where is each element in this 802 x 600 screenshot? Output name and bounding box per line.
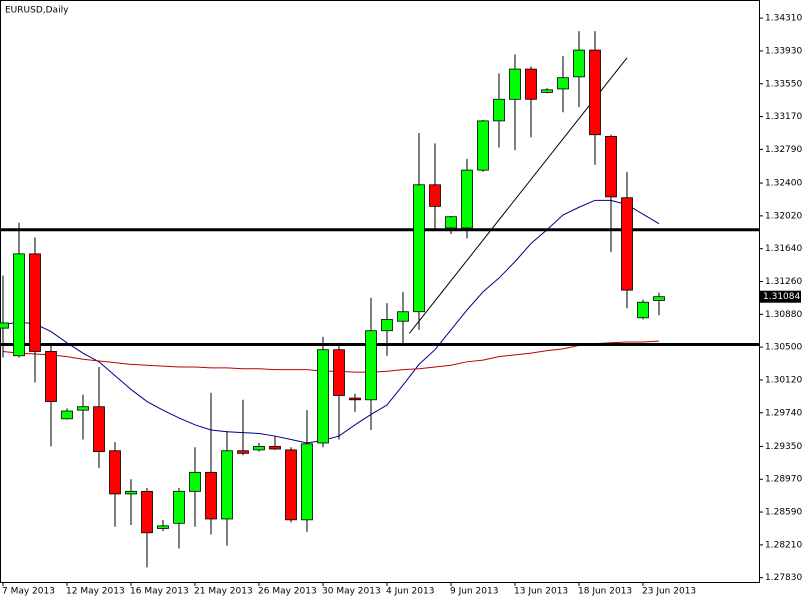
candle-body	[493, 98, 505, 122]
candle-body	[77, 406, 89, 411]
current-price-box	[760, 290, 801, 303]
candle-body	[285, 449, 297, 521]
candle-body	[93, 406, 105, 453]
y-tick-label: 1.31640	[765, 244, 802, 254]
candle-body	[509, 68, 521, 100]
candle-body	[477, 120, 489, 171]
candle-body	[13, 253, 25, 357]
y-tick-label: 1.33550	[765, 79, 802, 89]
candle-body	[621, 197, 633, 291]
chart-title: EURUSD,Daily	[5, 6, 69, 16]
moving-average	[2, 340, 660, 373]
x-tick-label: 7 May 2013	[2, 587, 55, 597]
y-tick-label: 1.29740	[765, 408, 802, 418]
candle-body	[29, 253, 41, 352]
candle-body	[0, 322, 9, 329]
candle-body	[605, 136, 617, 198]
current-price-label: 1.31084	[763, 292, 800, 302]
candle-body	[541, 89, 553, 93]
candle-body	[365, 330, 377, 401]
moving-average	[2, 199, 660, 444]
x-tick-label: 12 May 2013	[66, 587, 125, 597]
candle-body	[109, 450, 121, 495]
candle-body	[205, 471, 217, 520]
candle-body	[557, 77, 569, 90]
candle-body	[61, 410, 73, 420]
y-tick-label: 1.32020	[765, 211, 802, 221]
y-tick-label: 1.30120	[765, 375, 802, 385]
x-tick-label: 23 Jun 2013	[642, 587, 696, 597]
y-tick-label: 1.31260	[765, 277, 802, 287]
y-tick-label: 1.30500	[765, 343, 802, 353]
y-tick-label: 1.29350	[765, 442, 802, 452]
candle-body	[637, 301, 649, 319]
x-tick-label: 16 May 2013	[130, 587, 189, 597]
candle-body	[349, 397, 361, 401]
y-tick-label: 1.32790	[765, 145, 802, 155]
x-tick-label: 18 Jun 2013	[578, 587, 632, 597]
candle-body	[445, 216, 457, 229]
candle-body	[157, 525, 169, 529]
y-tick-label: 1.27830	[765, 573, 802, 583]
x-tick-label: 30 May 2013	[322, 587, 381, 597]
candle-body	[573, 49, 585, 78]
candle-body	[413, 184, 425, 313]
candle-body	[653, 296, 665, 301]
candle-body	[429, 184, 441, 207]
y-tick-label: 1.32400	[765, 179, 802, 189]
plot-frame	[0, 0, 760, 583]
y-tick-label: 1.33930	[765, 46, 802, 56]
candle-body	[141, 490, 153, 534]
candle-body	[333, 349, 345, 396]
candle-body	[525, 68, 537, 100]
candle-body	[317, 349, 329, 444]
candle-body	[173, 490, 185, 524]
y-tick-label: 1.34310	[765, 14, 802, 24]
x-tick-label: 21 May 2013	[194, 587, 253, 597]
candle-body	[221, 450, 233, 520]
y-tick-label: 1.33170	[765, 112, 802, 122]
y-tick-label: 1.30880	[765, 310, 802, 320]
candle-body	[301, 443, 313, 521]
candle-body	[381, 319, 393, 332]
y-tick-label: 1.28590	[765, 508, 802, 518]
x-tick-label: 13 Jun 2013	[514, 587, 568, 597]
x-tick-label: 26 May 2013	[258, 587, 317, 597]
y-tick-label: 1.28970	[765, 475, 802, 485]
candle-body	[269, 446, 281, 450]
candle-body	[125, 490, 137, 495]
candle-body	[189, 471, 201, 492]
candle-body	[253, 446, 265, 451]
candle-body	[45, 351, 57, 402]
candle-body	[397, 311, 409, 322]
candle-body	[237, 450, 249, 454]
y-tick-label: 1.28210	[765, 540, 802, 550]
x-tick-label: 9 Jun 2013	[450, 587, 498, 597]
candle-body	[461, 169, 473, 229]
x-tick-label: 4 Jun 2013	[386, 587, 434, 597]
candle-body	[589, 49, 601, 136]
